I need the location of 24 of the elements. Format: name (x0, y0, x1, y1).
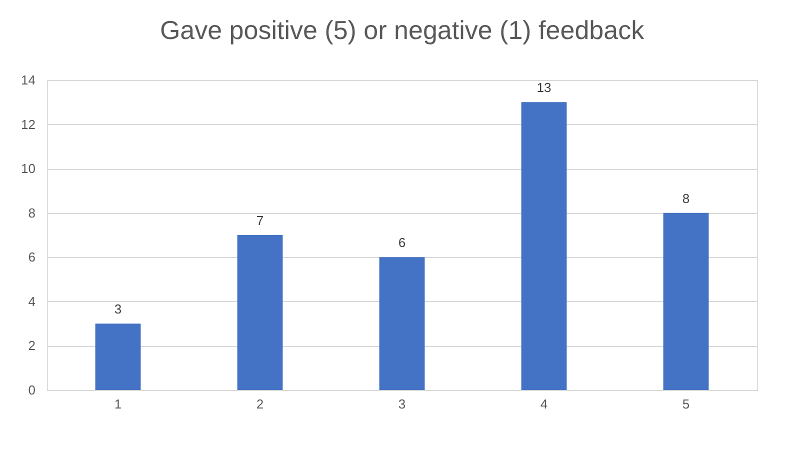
bar (95, 324, 141, 390)
chart-title: Gave positive (5) or negative (1) feedback (160, 15, 646, 45)
y-tick-label: 4 (28, 294, 36, 309)
y-tick-label: 6 (28, 250, 36, 265)
data-label: 8 (682, 190, 690, 206)
x-tick-label: 2 (256, 396, 264, 412)
x-tick-label: 1 (114, 396, 122, 412)
y-tick-label: 8 (28, 205, 36, 220)
bar (379, 257, 425, 390)
x-tick-label: 3 (398, 396, 406, 412)
bar (237, 235, 283, 390)
data-label: 3 (114, 302, 122, 317)
x-tick-label: 4 (540, 396, 548, 412)
data-label: 6 (398, 235, 406, 250)
y-tick-label: 14 (21, 72, 36, 88)
y-tick-label: 12 (21, 116, 36, 132)
x-tick-label: 5 (682, 396, 690, 412)
data-label: 13 (536, 80, 552, 96)
y-tick-label: 0 (28, 382, 36, 398)
y-tick-label: 2 (28, 338, 36, 354)
bar (663, 212, 709, 390)
y-tick-label: 10 (21, 161, 36, 176)
bar (521, 102, 567, 390)
data-label: 7 (256, 213, 264, 228)
